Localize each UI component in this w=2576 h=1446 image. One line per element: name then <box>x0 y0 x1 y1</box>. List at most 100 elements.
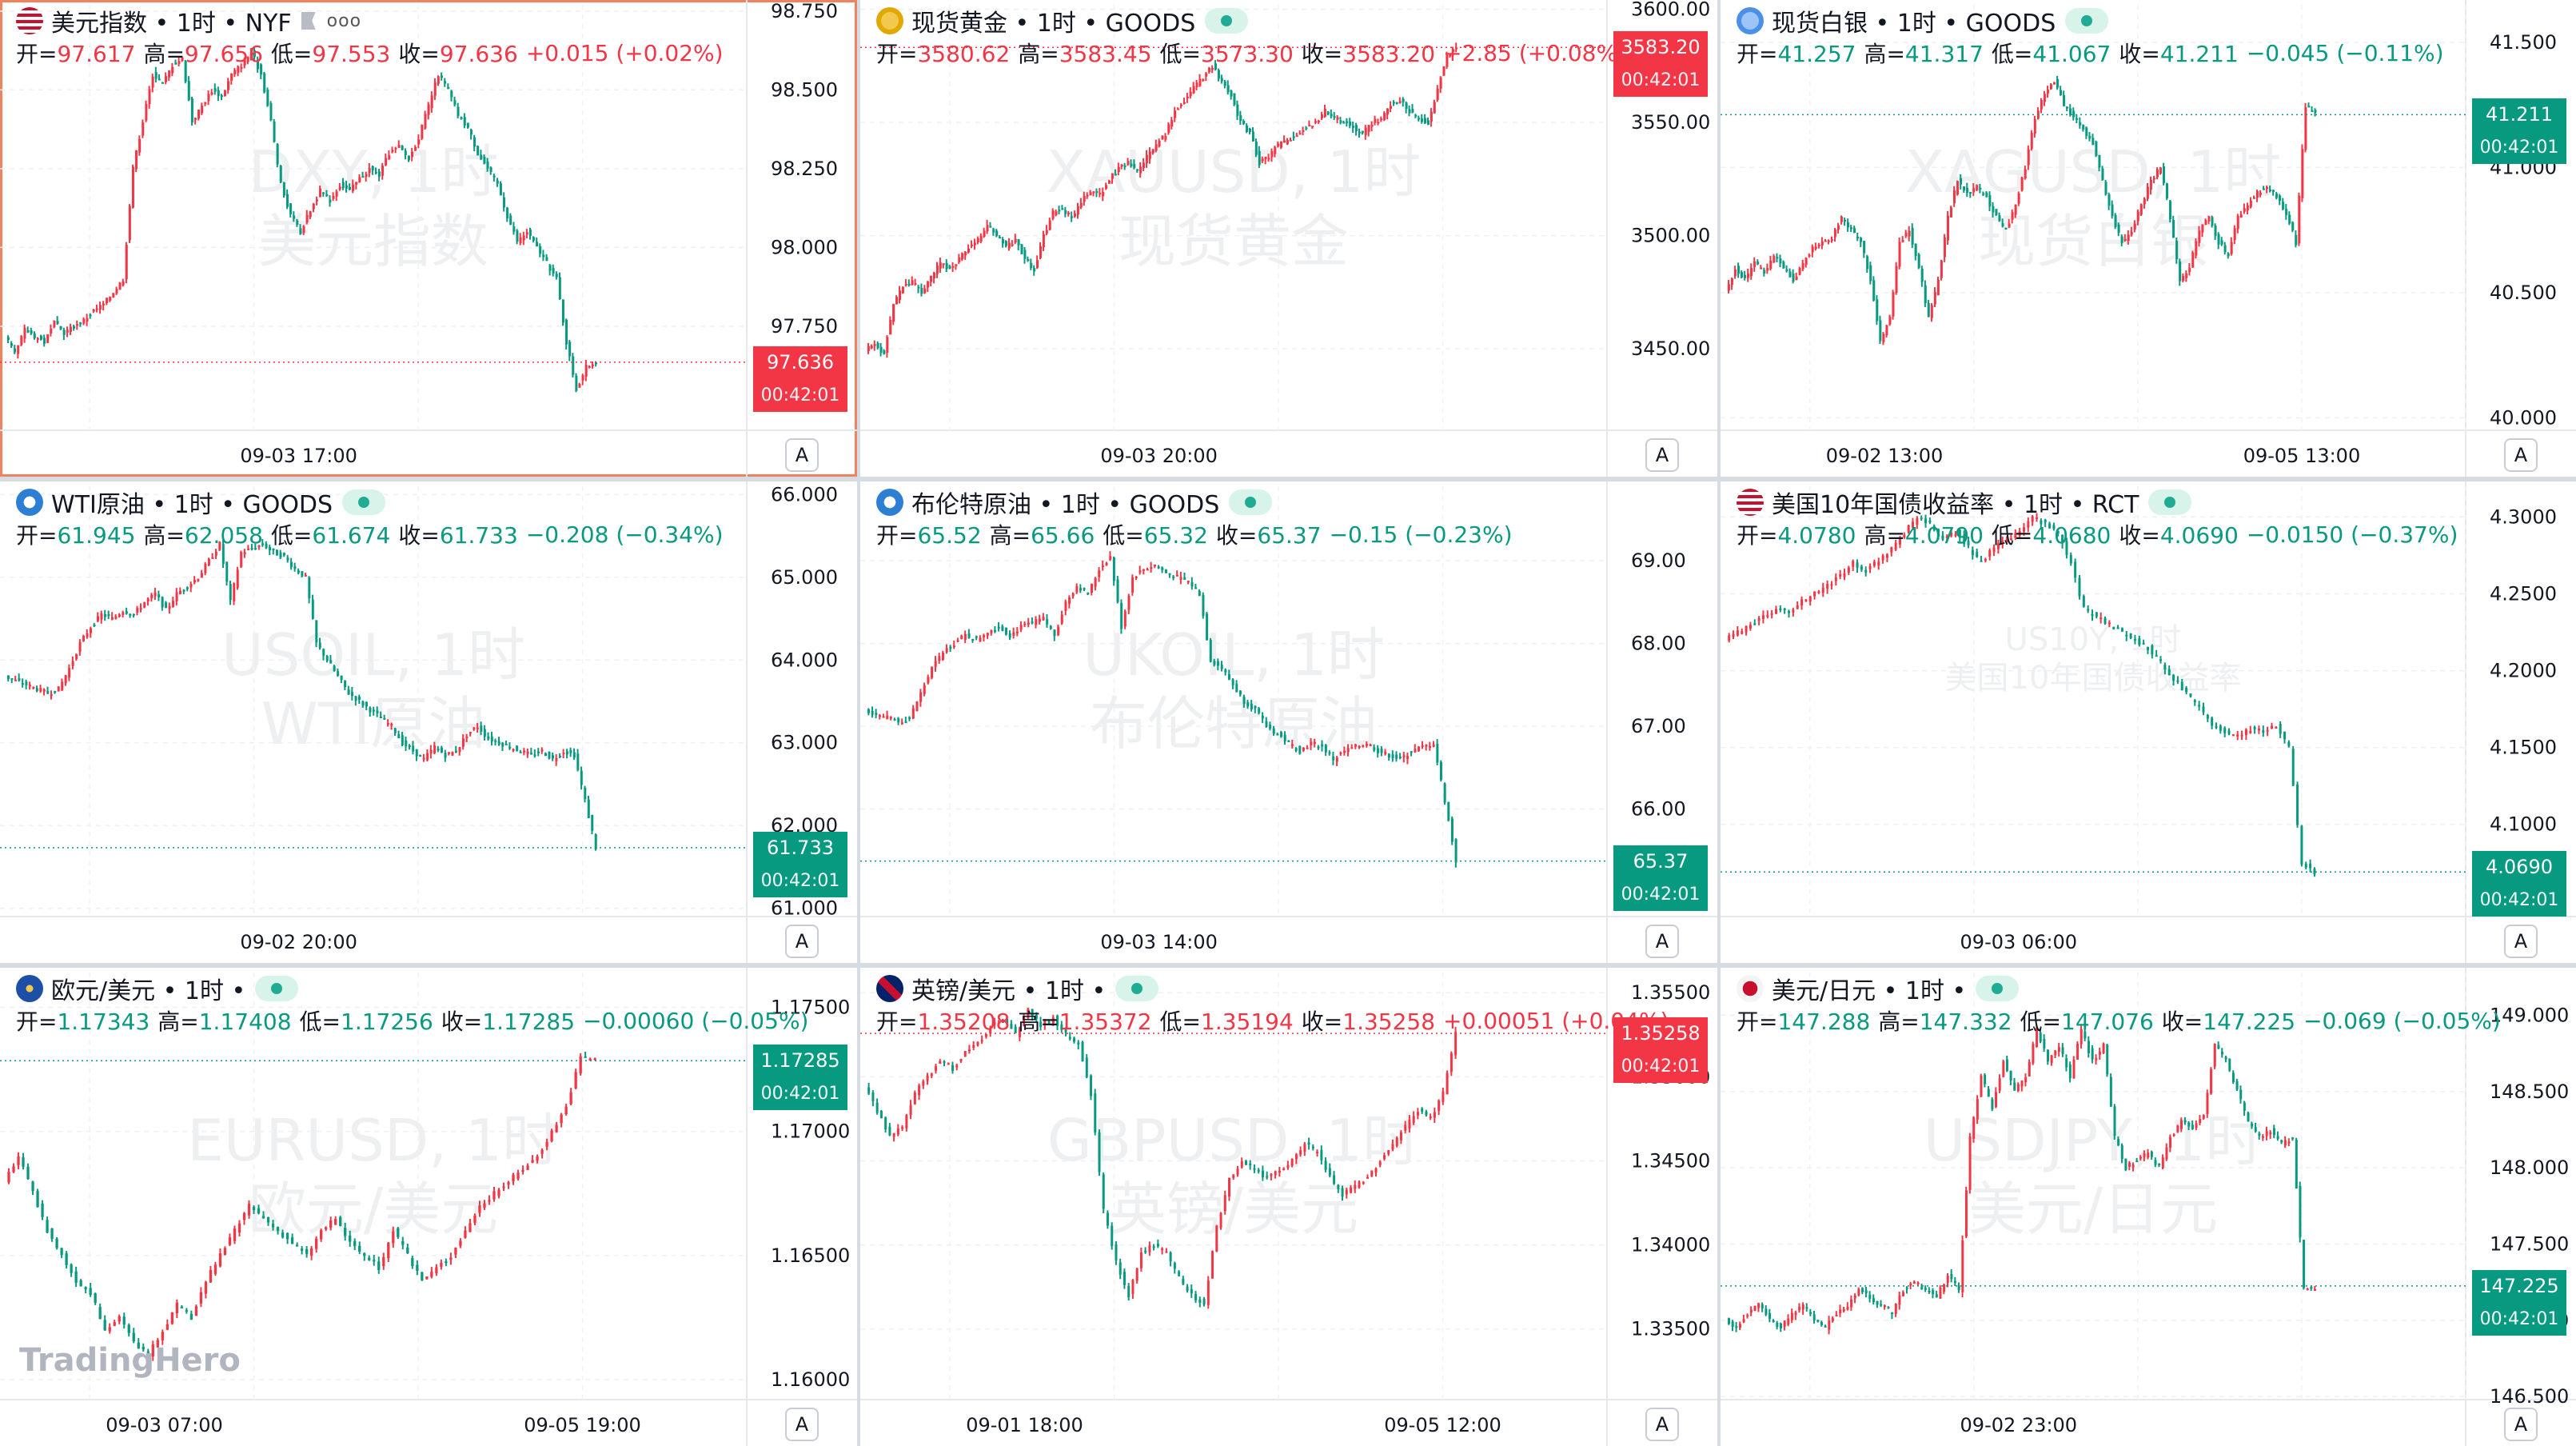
candle-body <box>1769 260 1772 270</box>
candle-body <box>469 1223 472 1232</box>
candle-body <box>2113 1106 2116 1136</box>
chart-panel-dxy[interactable]: 美元指数 • 1时 • NYF ooo 开=97.617 高=97.656 低=97.5… <box>0 0 857 477</box>
ohlc-close: 收=4.0690 <box>2119 518 2238 550</box>
chart-header: 美国10年国债收益率 • 1时 • RCT <box>1737 486 2192 519</box>
candle-body <box>1292 136 1295 138</box>
ohlc-low-label: 低= <box>1159 41 1201 67</box>
auto-scale-button[interactable]: A <box>2504 925 2538 958</box>
candle-body <box>387 1242 390 1259</box>
candlestick-chart[interactable]: 1.355001.350001.345001.340001.3350009-01… <box>860 968 1717 1446</box>
candle-body <box>2244 729 2247 736</box>
auto-scale-button[interactable]: A <box>785 1408 819 1441</box>
auto-scale-button[interactable]: A <box>785 925 819 958</box>
auto-scale-button[interactable]: A <box>785 438 819 472</box>
candle-body <box>151 76 154 88</box>
y-tick-label: 64.000 <box>771 649 838 671</box>
candle-body <box>1741 272 1744 278</box>
auto-scale-button[interactable]: A <box>2504 1408 2538 1441</box>
candle-body <box>1119 1262 1122 1275</box>
brand-logo: TradingHero <box>19 1342 241 1379</box>
candle-body <box>381 166 385 176</box>
candle-body <box>1130 163 1133 166</box>
candle-body <box>1821 587 1824 593</box>
candle-body <box>1953 190 1956 204</box>
candle-body <box>1737 266 1740 274</box>
ohlc-close-label: 收= <box>1301 41 1343 67</box>
candle-body <box>1299 1150 1302 1155</box>
candle-body <box>914 282 917 285</box>
candle-body <box>2143 1153 2146 1157</box>
symbol-title[interactable]: WTI原油 • 1时 • GOODS <box>51 491 333 519</box>
candle-body <box>1976 552 1979 557</box>
chart-panel-us10y[interactable]: 美国10年国债收益率 • 1时 • RCT 开=4.0780 高=4.0790 低=4… <box>1721 481 2576 963</box>
symbol-title[interactable]: 欧元/美元 • 1时 • <box>51 977 246 1005</box>
symbol-title[interactable]: 美元/日元 • 1时 • <box>1772 977 1967 1005</box>
candle-body <box>1167 124 1170 133</box>
candlestick-chart[interactable]: 66.00065.00064.00063.00062.00061.00009-0… <box>0 481 857 963</box>
candle-body <box>526 751 529 754</box>
auto-scale-button[interactable]: A <box>1645 438 1679 472</box>
symbol-title[interactable]: 英镑/美元 • 1时 • <box>911 977 1107 1005</box>
candle-body <box>2149 179 2152 190</box>
candle-body <box>1326 111 1330 114</box>
candle-body <box>1856 237 1860 239</box>
candle-body <box>2220 240 2223 245</box>
candle-body <box>867 709 871 713</box>
candle-body <box>1102 1174 1105 1209</box>
candle-body <box>1405 102 1408 110</box>
chart-panel-wti[interactable]: WTI原油 • 1时 • GOODS 开=61.945 高=62.058 低=61.6… <box>0 481 857 963</box>
candle-body <box>2131 1164 2135 1168</box>
candle-body <box>1173 1263 1176 1269</box>
y-tick-label: 4.1500 <box>2490 737 2557 759</box>
candle-body <box>558 755 561 757</box>
auto-scale-button[interactable]: A <box>2504 438 2538 472</box>
auto-scale-button[interactable]: A <box>1645 925 1679 958</box>
ohlc-close-value: 3583.20 <box>1342 41 1436 67</box>
candle-body <box>469 732 472 734</box>
candle-body <box>2254 1127 2257 1132</box>
symbol-title[interactable]: 美元指数 • 1时 • NYF <box>51 10 292 38</box>
candlestick-chart[interactable]: 149.000148.500148.000147.500147.000146.5… <box>1721 968 2576 1446</box>
candle-body <box>1386 108 1390 115</box>
symbol-title[interactable]: 现货黄金 • 1时 • GOODS <box>911 10 1196 38</box>
candle-body <box>2257 728 2260 731</box>
candle-body <box>1335 757 1338 762</box>
last-price-tag: 97.636 00:42:01 <box>753 346 847 412</box>
y-tick-label: 147.500 <box>2490 1232 2569 1255</box>
candle-body <box>1090 1075 1093 1096</box>
candle-body <box>512 226 516 232</box>
chart-panel-xau[interactable]: 现货黄金 • 1时 • GOODS 开=3580.62 高=3583.45 低=357… <box>860 0 1717 477</box>
symbol-title[interactable]: 美国10年国债收益率 • 1时 • RCT <box>1772 491 2139 519</box>
symbol-title[interactable]: 现货白银 • 1时 • GOODS <box>1772 10 2056 38</box>
auto-scale-button[interactable]: A <box>1645 1408 1679 1441</box>
chart-panel-eurusd[interactable]: 欧元/美元 • 1时 • 开=1.17343 高=1.17408 低=1.17256 收… <box>0 968 857 1446</box>
candle-body <box>1814 246 1817 250</box>
candle-body <box>1349 122 1352 126</box>
chart-panel-gbpusd[interactable]: 英镑/美元 • 1时 • 开=1.35208 高=1.35372 低=1.35194 收… <box>860 968 1717 1446</box>
chart-panel-usdjpy[interactable]: 美元/日元 • 1时 • 开=147.288 高=147.332 低=147.076 收… <box>1721 968 2576 1446</box>
candle-body <box>911 280 914 285</box>
candle-body <box>103 1320 106 1331</box>
more-options-icon[interactable]: ooo <box>326 10 362 31</box>
candle-body <box>1808 596 1812 602</box>
candle-body <box>1277 143 1280 147</box>
candle-body <box>930 1073 933 1077</box>
candle-body <box>1017 239 1020 246</box>
candle-body <box>1847 222 1850 228</box>
flag-marker-icon[interactable] <box>301 12 316 30</box>
candle-body <box>1298 133 1302 135</box>
chart-panel-xag[interactable]: 现货白银 • 1时 • GOODS 开=41.257 高=41.317 低=41.06… <box>1721 0 2576 477</box>
candle-body <box>1831 1318 1834 1321</box>
candle-body <box>89 314 92 317</box>
symbol-title[interactable]: 布伦特原油 • 1时 • GOODS <box>911 491 1220 519</box>
candle-body <box>325 656 329 661</box>
chart-panel-brent[interactable]: 布伦特原油 • 1时 • GOODS 开=65.52 高=65.66 低=65.32 收… <box>860 481 1717 963</box>
candle-body <box>922 1081 925 1086</box>
candle-body <box>473 137 477 147</box>
